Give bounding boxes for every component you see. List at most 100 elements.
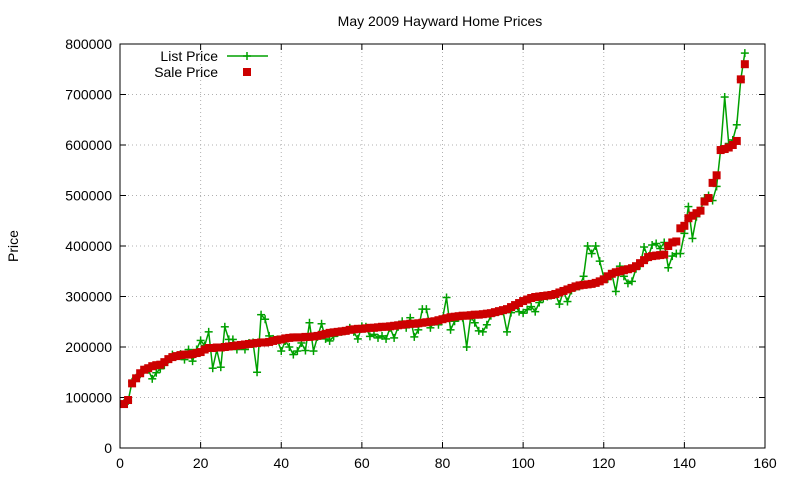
list-price-point	[382, 334, 391, 343]
list-price-point	[148, 374, 157, 383]
list-price-point	[555, 300, 564, 309]
list-price-point	[305, 318, 314, 327]
sale-price-point	[136, 369, 145, 378]
sale-price-point	[426, 317, 435, 326]
x-tick-label: 20	[193, 455, 209, 471]
sale-price-point	[414, 319, 423, 328]
list-price-point	[325, 336, 334, 345]
chart-title: May 2009 Hayward Home Prices	[338, 13, 543, 29]
sale-price-point	[204, 344, 213, 353]
list-price-point	[474, 326, 483, 335]
sale-price-point	[394, 321, 403, 330]
list-price-point	[652, 239, 661, 248]
list-price-point	[664, 263, 673, 272]
sale-price-point	[716, 146, 725, 155]
legend-label-list-price: List Price	[160, 48, 218, 64]
y-tick-label: 600000	[65, 137, 112, 153]
list-price-point	[353, 334, 362, 343]
list-price-point	[470, 318, 479, 327]
sale-price-point	[664, 242, 673, 250]
sale-price-point	[660, 250, 669, 259]
list-price-point	[587, 249, 596, 258]
sale-price-point	[486, 309, 495, 318]
sale-price-point	[357, 324, 366, 333]
sale-price-point	[313, 331, 322, 340]
sale-price-point	[160, 358, 169, 367]
sale-price-point	[289, 333, 298, 342]
sale-price-point	[474, 310, 483, 319]
list-price-point	[317, 319, 326, 328]
list-price-point	[220, 322, 229, 331]
sale-price-point	[200, 345, 209, 354]
labels: May 2009 Hayward Home Prices Price	[5, 13, 542, 262]
sale-price-point	[462, 311, 471, 320]
sale-price-point	[128, 379, 137, 388]
sale-price-point	[236, 340, 245, 349]
sale-price-point	[579, 280, 588, 289]
sale-price-point	[277, 335, 286, 344]
sale-price-point	[216, 343, 225, 352]
sale-price-point	[446, 313, 455, 322]
sale-price-point	[434, 316, 443, 325]
sale-price-point	[406, 319, 415, 328]
sale-price-point	[567, 283, 576, 292]
y-tick-label: 500000	[65, 188, 112, 204]
list-price-point	[216, 363, 225, 372]
list-price-point	[309, 347, 318, 356]
sale-price-point	[422, 318, 431, 327]
sale-price-point	[329, 328, 338, 337]
sale-price-point	[168, 353, 177, 362]
sale-price-point	[728, 141, 737, 149]
sale-price-point	[353, 324, 362, 333]
sale-price-point	[156, 360, 165, 369]
sale-price-point	[345, 325, 354, 334]
sale-price-point	[603, 272, 612, 281]
sale-price-point	[172, 352, 181, 361]
list-price-point	[676, 249, 685, 258]
sale-price-point	[478, 310, 487, 319]
sale-price-point	[684, 214, 693, 223]
sale-price-point	[418, 318, 427, 327]
x-tick-label: 80	[435, 455, 451, 471]
sale-price-point	[595, 277, 604, 286]
list-price-point	[515, 307, 524, 316]
sale-price-point	[365, 323, 374, 332]
sale-price-point	[692, 209, 701, 218]
sale-price-point	[668, 238, 677, 247]
list-price-point	[261, 315, 270, 324]
x-tick-label: 160	[753, 455, 777, 471]
list-price-point	[591, 242, 600, 250]
list-price-point	[196, 336, 205, 345]
sale-price-point	[587, 279, 596, 288]
sale-price-point	[644, 253, 653, 262]
sale-price-point	[269, 336, 278, 345]
x-tick-label: 100	[511, 455, 535, 471]
list-price-point	[152, 368, 161, 377]
sale-price-point	[188, 350, 197, 359]
list-price-point	[684, 202, 693, 211]
sale-price-point	[341, 326, 350, 335]
sale-price-point	[220, 343, 229, 351]
sale-price-point	[696, 206, 705, 215]
sale-price-point	[430, 317, 439, 326]
list-price-point	[527, 302, 536, 311]
list-price-point	[640, 243, 649, 252]
list-price-point	[523, 305, 532, 314]
y-tick-label: 0	[104, 440, 112, 456]
sale-price-point	[120, 400, 129, 409]
series	[120, 49, 749, 409]
list-price-point	[648, 240, 657, 249]
sale-price-point	[321, 329, 330, 338]
sale-price-point	[547, 290, 556, 299]
sale-price-point	[410, 319, 419, 328]
sale-price-point	[398, 320, 407, 329]
sale-price-point	[144, 364, 153, 373]
list-price-point	[579, 272, 588, 281]
list-price-point	[410, 332, 419, 341]
sale-price-point	[349, 325, 358, 334]
sale-price-point	[402, 320, 411, 329]
sale-price-point	[281, 334, 290, 343]
sale-price-point	[732, 136, 741, 145]
sale-price-point	[575, 281, 584, 290]
legend-marker-list-price	[243, 52, 251, 60]
